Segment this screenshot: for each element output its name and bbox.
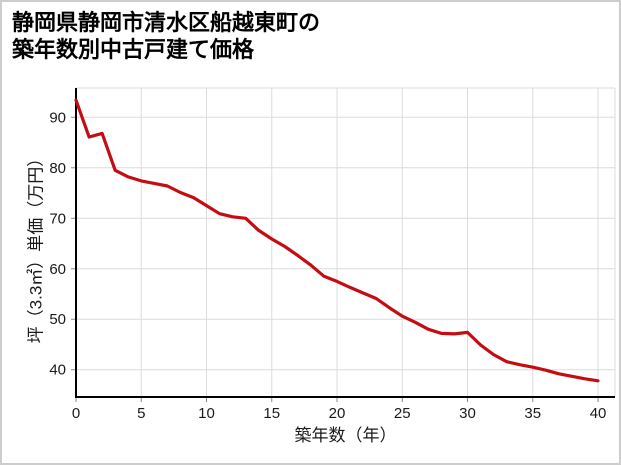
x-tick-label: 30: [459, 405, 476, 422]
x-tick-label: 5: [137, 405, 145, 422]
x-tick-label: 40: [590, 405, 607, 422]
price-line: [74, 98, 600, 383]
x-tick-label: 15: [263, 405, 280, 422]
y-tick-label: 40: [49, 362, 66, 379]
chart-title-line1: 静岡県静岡市清水区船越東町の: [12, 10, 321, 35]
y-tick-label: 80: [49, 160, 66, 177]
x-tick-label: 0: [72, 405, 80, 422]
chart-title-line2: 築年数別中古戸建て価格: [12, 37, 255, 62]
y-tick-label: 50: [49, 311, 66, 328]
y-tick-label: 90: [49, 109, 66, 126]
x-tick-label: 35: [524, 405, 541, 422]
x-tick-label: 10: [198, 405, 215, 422]
x-tick-label: 20: [329, 405, 346, 422]
y-axis-title: 坪（3.3㎡）単価（万円）: [26, 149, 46, 344]
x-axis-title: 築年数（年）: [294, 426, 397, 445]
chart-title: 静岡県静岡市清水区船越東町の 築年数別中古戸建て価格: [12, 9, 320, 63]
y-tick-label: 60: [49, 261, 66, 278]
x-tick-label: 25: [394, 405, 411, 422]
y-tick-label: 70: [49, 210, 66, 227]
